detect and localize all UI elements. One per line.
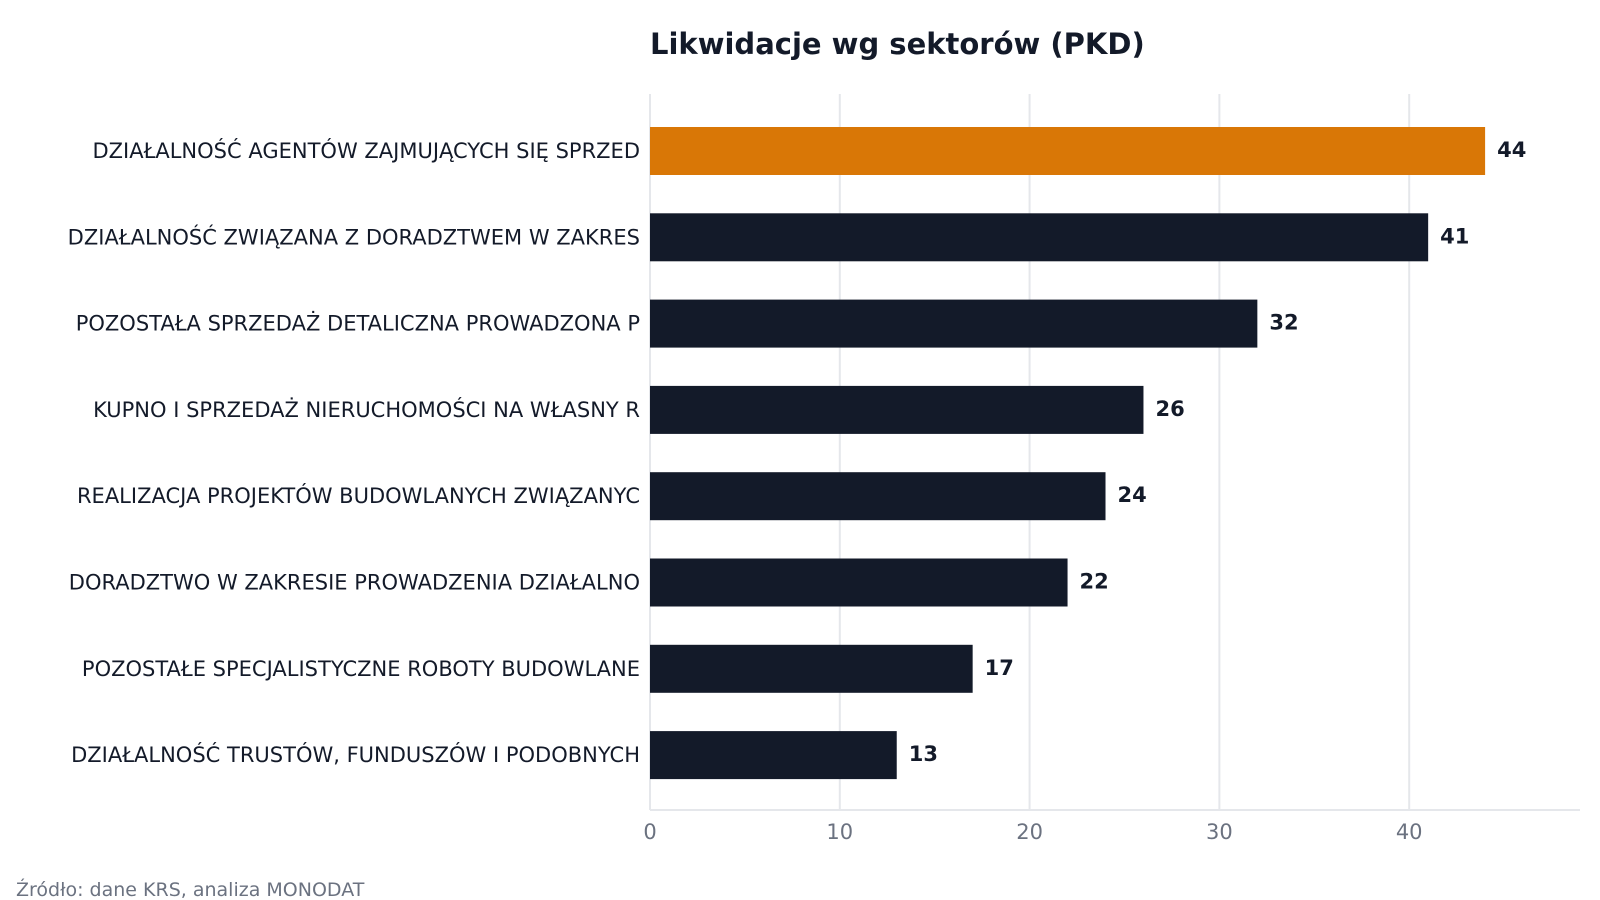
bar bbox=[650, 472, 1106, 521]
x-tick-label: 40 bbox=[1396, 820, 1423, 844]
category-label: DZIAŁALNOŚĆ AGENTÓW ZAJMUJĄCYCH SIĘ SPRZ… bbox=[92, 138, 640, 163]
grid-lines bbox=[649, 94, 1411, 810]
value-label: 13 bbox=[909, 742, 938, 766]
value-label: 22 bbox=[1080, 570, 1109, 594]
x-axis: 0 10 20 30 40 bbox=[643, 809, 1580, 844]
category-label: KUPNO I SPRZEDAŻ NIERUCHOMOŚCI NA WŁASNY… bbox=[93, 397, 640, 422]
bar bbox=[650, 558, 1068, 607]
bar bbox=[650, 731, 897, 780]
chart-title: Likwidacje wg sektorów (PKD) bbox=[650, 27, 1145, 61]
value-label: 17 bbox=[985, 656, 1014, 680]
category-labels: DZIAŁALNOŚĆ AGENTÓW ZAJMUJĄCYCH SIĘ SPRZ… bbox=[68, 138, 640, 767]
x-tick-label: 20 bbox=[1016, 820, 1043, 844]
bars bbox=[650, 127, 1486, 780]
category-label: DZIAŁALNOŚĆ TRUSTÓW, FUNDUSZÓW I PODOBNY… bbox=[71, 742, 640, 767]
source-note: Źródło: dane KRS, analiza MONODAT bbox=[16, 878, 365, 900]
bar bbox=[650, 644, 973, 693]
bar bbox=[650, 385, 1144, 434]
value-label: 24 bbox=[1118, 483, 1147, 507]
bar bbox=[650, 299, 1258, 348]
category-label: DORADZTWO W ZAKRESIE PROWADZENIA DZIAŁAL… bbox=[69, 571, 640, 595]
x-tick-label: 0 bbox=[643, 820, 656, 844]
category-label: REALIZACJA PROJEKTÓW BUDOWLANYCH ZWIĄZAN… bbox=[77, 483, 640, 508]
category-label: DZIAŁALNOŚĆ ZWIĄZANA Z DORADZTWEM W ZAKR… bbox=[68, 224, 640, 249]
category-label: POZOSTAŁA SPRZEDAŻ DETALICZNA PROWADZONA… bbox=[76, 311, 640, 336]
bar bbox=[650, 127, 1486, 175]
value-label: 32 bbox=[1269, 311, 1298, 335]
x-tick-label: 30 bbox=[1206, 820, 1233, 844]
value-label: 44 bbox=[1497, 138, 1526, 162]
value-label: 26 bbox=[1155, 397, 1184, 421]
bar bbox=[650, 213, 1429, 262]
category-label: POZOSTAŁE SPECJALISTYCZNE ROBOTY BUDOWLA… bbox=[82, 657, 640, 681]
x-tick-label: 10 bbox=[826, 820, 853, 844]
value-label: 41 bbox=[1440, 224, 1469, 248]
value-labels: 44 41 32 26 24 22 17 13 bbox=[909, 138, 1527, 766]
